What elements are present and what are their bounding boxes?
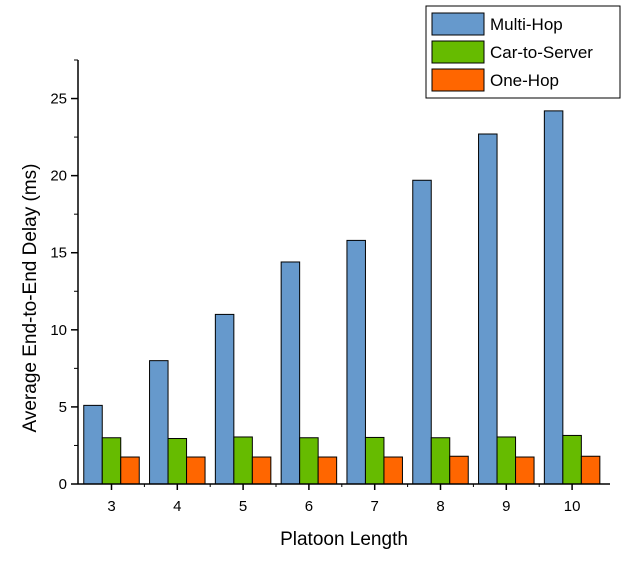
bar-car-to-server-7 <box>364 436 385 485</box>
bar-multi-hop-4 <box>149 360 169 485</box>
bars-layer <box>83 110 601 485</box>
bar-car-to-server-5 <box>233 436 253 485</box>
bar-multi-hop-3 <box>83 404 103 485</box>
bar-multi-hop-10 <box>543 110 564 485</box>
bar-one-hop-4 <box>186 456 206 485</box>
bar-car-to-server-3 <box>101 437 122 485</box>
bar-multi-hop-7 <box>346 239 366 485</box>
y-tick-label: 0 <box>59 476 67 493</box>
x-tick-label: 3 <box>107 498 115 515</box>
y-tick-label: 20 <box>50 168 67 185</box>
legend-swatch-multi-hop <box>431 12 485 36</box>
x-axis-title: Platoon Length <box>280 529 408 550</box>
legend-label: Car-to-Server <box>490 43 593 62</box>
x-tick-label: 9 <box>502 498 510 515</box>
bar-car-to-server-6 <box>299 437 319 485</box>
y-tick-label: 10 <box>50 322 67 339</box>
bar-one-hop-3 <box>120 456 140 485</box>
legend-swatch-one-hop <box>431 68 485 92</box>
x-tick-label: 6 <box>305 498 313 515</box>
x-tick-label: 4 <box>173 498 181 515</box>
y-ticks: 0 5 10 15 20 25 <box>50 59 78 493</box>
x-tick-label: 8 <box>436 498 444 515</box>
bar-multi-hop-5 <box>214 313 235 485</box>
x-tick-label: 10 <box>564 498 581 515</box>
x-tick-label: 5 <box>239 498 247 515</box>
bar-car-to-server-10 <box>562 434 582 485</box>
legend: Multi-Hop Car-to-Server One-Hop <box>425 5 621 99</box>
x-ticks: 3 4 5 6 7 8 9 10 <box>107 484 580 515</box>
bar-one-hop-10 <box>580 455 601 485</box>
bar-one-hop-6 <box>317 456 338 485</box>
y-axis-title: Average End-to-End Delay (ms) <box>20 164 41 433</box>
axes-layer <box>77 60 610 485</box>
y-tick-label: 5 <box>59 399 67 416</box>
bar-one-hop-8 <box>449 455 469 485</box>
bar-car-to-server-4 <box>167 438 188 485</box>
y-tick-label: 15 <box>50 245 67 262</box>
bar-multi-hop-8 <box>412 179 432 485</box>
bar-multi-hop-6 <box>280 261 301 485</box>
bar-one-hop-7 <box>383 456 403 485</box>
y-tick-label: 25 <box>50 91 67 108</box>
legend-label: One-Hop <box>490 71 559 90</box>
bar-car-to-server-9 <box>496 436 517 485</box>
bar-one-hop-9 <box>515 456 535 485</box>
legend-label: Multi-Hop <box>490 15 563 34</box>
x-tick-label: 7 <box>371 498 379 515</box>
bar-one-hop-5 <box>251 456 272 485</box>
legend-swatch-car-to-server <box>431 40 485 64</box>
bar-car-to-server-8 <box>430 437 451 485</box>
bar-multi-hop-9 <box>478 133 498 485</box>
